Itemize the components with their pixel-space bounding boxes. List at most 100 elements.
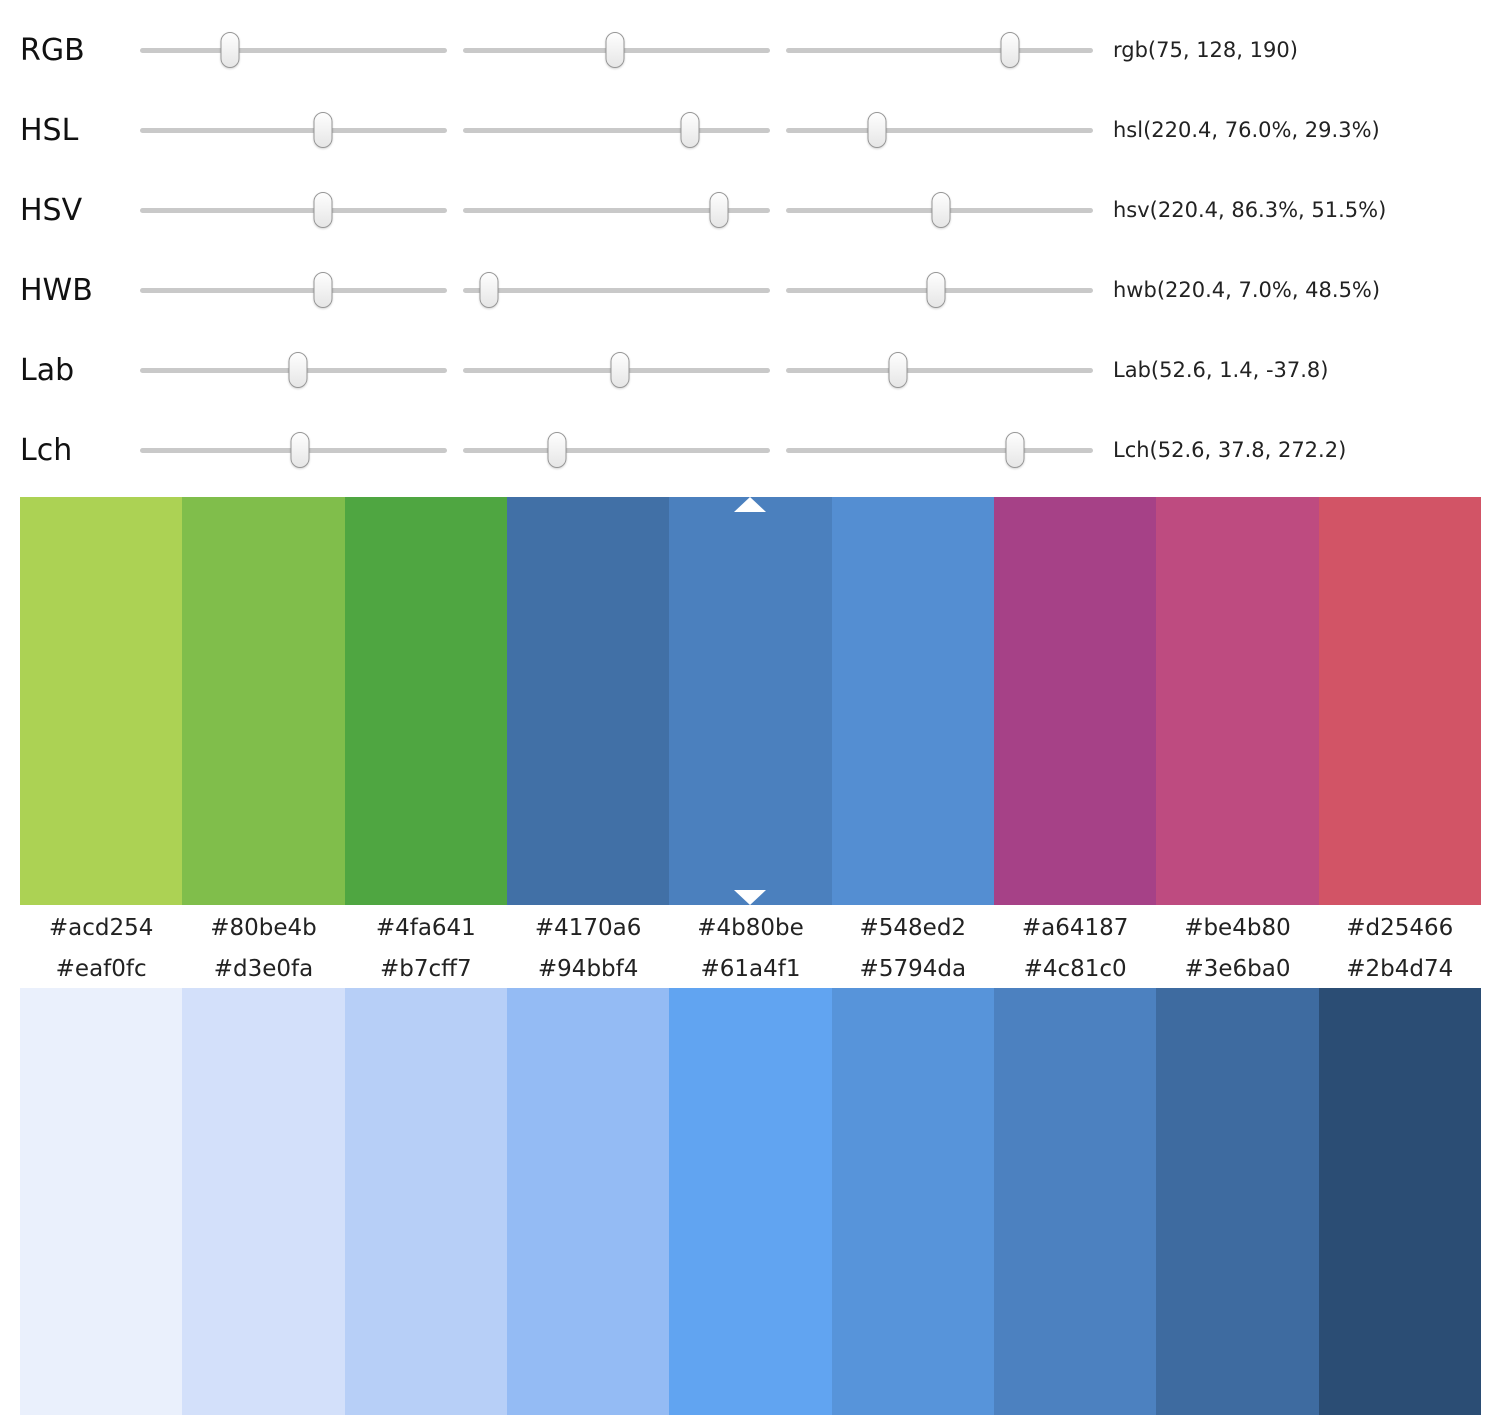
colorspace-label-rgb: RGB bbox=[20, 32, 85, 68]
slider-row-hsl: HSL hsl(220.4, 76.0%, 29.3%) bbox=[20, 90, 1481, 170]
hsv-slider-1[interactable] bbox=[140, 191, 447, 229]
palette-swatch[interactable] bbox=[669, 988, 832, 1415]
hsl-slider-1[interactable] bbox=[140, 111, 447, 149]
palette-swatch-selected[interactable] bbox=[669, 497, 832, 905]
rgb-value-text: rgb(75, 128, 190) bbox=[1113, 38, 1298, 62]
hsl-slider-3[interactable] bbox=[786, 111, 1093, 149]
palette-top-hex-labels: #acd254 #80be4b #4fa641 #4170a6 #4b80be … bbox=[20, 905, 1481, 950]
hex-label: #be4b80 bbox=[1184, 914, 1291, 941]
colorspace-label-lch: Lch bbox=[20, 432, 73, 468]
palette-swatch[interactable] bbox=[20, 497, 183, 905]
hex-label: #2b4d74 bbox=[1346, 956, 1454, 982]
slider-track-line bbox=[140, 208, 447, 213]
lch-value-text: Lch(52.6, 37.8, 272.2) bbox=[1113, 438, 1347, 462]
lab-slider-2[interactable] bbox=[463, 351, 770, 389]
slider-row-lab: Lab Lab(52.6, 1.4, -37.8) bbox=[20, 330, 1481, 410]
lch-slider-3[interactable] bbox=[786, 431, 1093, 469]
lab-slider-3[interactable] bbox=[786, 351, 1093, 389]
hwb-value-text: hwb(220.4, 7.0%, 48.5%) bbox=[1113, 278, 1381, 302]
hex-label: #d3e0fa bbox=[213, 956, 314, 982]
palette-swatch[interactable] bbox=[344, 988, 507, 1415]
palette-swatch[interactable] bbox=[506, 497, 670, 905]
palette-swatch[interactable] bbox=[20, 988, 183, 1415]
palette-swatch[interactable] bbox=[1156, 988, 1319, 1415]
slider-track-line bbox=[140, 128, 447, 133]
slider-thumb[interactable] bbox=[709, 192, 729, 228]
slider-thumb[interactable] bbox=[220, 32, 240, 68]
slider-thumb[interactable] bbox=[931, 192, 951, 228]
colorspace-label-hsl: HSL bbox=[20, 112, 79, 148]
hex-label: #d25466 bbox=[1346, 914, 1454, 941]
hex-label: #548ed2 bbox=[859, 914, 967, 941]
palette-swatch[interactable] bbox=[344, 497, 507, 905]
slider-track-line bbox=[463, 448, 770, 453]
slider-track-line bbox=[786, 48, 1093, 53]
colorspace-label-hsv: HSV bbox=[20, 192, 83, 228]
palette-bottom bbox=[20, 988, 1481, 1415]
slider-thumb[interactable] bbox=[1000, 32, 1020, 68]
slider-row-lch: Lch Lch(52.6, 37.8, 272.2) bbox=[20, 410, 1481, 490]
hsv-value-text: hsv(220.4, 86.3%, 51.5%) bbox=[1113, 198, 1387, 222]
hsv-slider-3[interactable] bbox=[786, 191, 1093, 229]
palette-bottom-hex-labels: #eaf0fc #d3e0fa #b7cff7 #94bbf4 #61a4f1 … bbox=[20, 950, 1481, 988]
hex-label: #80be4b bbox=[210, 914, 317, 941]
hex-label: #b7cff7 bbox=[380, 956, 472, 982]
slider-thumb[interactable] bbox=[313, 272, 333, 308]
color-sliders-panel: RGB rgb(75, 128, 190) HSL hsl(220.4, bbox=[0, 0, 1501, 490]
slider-thumb[interactable] bbox=[680, 112, 700, 148]
palette-top bbox=[20, 497, 1481, 905]
rgb-slider-2[interactable] bbox=[463, 31, 770, 69]
slider-thumb[interactable] bbox=[547, 432, 567, 468]
slider-thumb[interactable] bbox=[479, 272, 499, 308]
lch-slider-2[interactable] bbox=[463, 431, 770, 469]
hex-label: #4b80be bbox=[697, 914, 804, 941]
slider-thumb[interactable] bbox=[610, 352, 630, 388]
slider-track-line bbox=[463, 208, 770, 213]
palette-swatch[interactable] bbox=[831, 497, 994, 905]
slider-thumb[interactable] bbox=[1005, 432, 1025, 468]
hsv-slider-2[interactable] bbox=[463, 191, 770, 229]
slider-thumb[interactable] bbox=[290, 432, 310, 468]
slider-thumb[interactable] bbox=[867, 112, 887, 148]
palette-swatch[interactable] bbox=[506, 988, 670, 1415]
slider-thumb[interactable] bbox=[888, 352, 908, 388]
palette-swatch[interactable] bbox=[1318, 988, 1481, 1415]
slider-thumb[interactable] bbox=[288, 352, 308, 388]
slider-thumb[interactable] bbox=[313, 112, 333, 148]
palette-swatch[interactable] bbox=[831, 988, 994, 1415]
slider-thumb[interactable] bbox=[605, 32, 625, 68]
colorspace-label-hwb: HWB bbox=[20, 272, 93, 308]
slider-track-line bbox=[140, 288, 447, 293]
slider-track-line bbox=[463, 128, 770, 133]
hex-label: #4c81c0 bbox=[1023, 956, 1127, 982]
slider-row-hwb: HWB hwb(220.4, 7.0%, 48.5%) bbox=[20, 250, 1481, 330]
hex-label: #5794da bbox=[859, 956, 967, 982]
hwb-slider-1[interactable] bbox=[140, 271, 447, 309]
slider-track-line bbox=[140, 48, 447, 53]
hsl-slider-2[interactable] bbox=[463, 111, 770, 149]
lch-slider-1[interactable] bbox=[140, 431, 447, 469]
slider-thumb[interactable] bbox=[926, 272, 946, 308]
palette-swatch[interactable] bbox=[182, 497, 345, 905]
lab-slider-1[interactable] bbox=[140, 351, 447, 389]
hex-label: #61a4f1 bbox=[700, 956, 801, 982]
hex-label: #94bbf4 bbox=[537, 956, 639, 982]
palette-swatch[interactable] bbox=[993, 988, 1157, 1415]
palette-swatch[interactable] bbox=[1318, 497, 1481, 905]
slider-row-rgb: RGB rgb(75, 128, 190) bbox=[20, 10, 1481, 90]
rgb-slider-1[interactable] bbox=[140, 31, 447, 69]
selected-marker-up-icon bbox=[734, 497, 767, 512]
slider-row-hsv: HSV hsv(220.4, 86.3%, 51.5%) bbox=[20, 170, 1481, 250]
palette-swatch[interactable] bbox=[993, 497, 1157, 905]
rgb-slider-3[interactable] bbox=[786, 31, 1093, 69]
lab-value-text: Lab(52.6, 1.4, -37.8) bbox=[1113, 358, 1329, 382]
hwb-slider-3[interactable] bbox=[786, 271, 1093, 309]
slider-track-line bbox=[786, 128, 1093, 133]
selected-marker-down-icon bbox=[734, 890, 767, 905]
palette-swatch[interactable] bbox=[182, 988, 345, 1415]
hex-label: #3e6ba0 bbox=[1184, 956, 1291, 982]
hex-label: #4fa641 bbox=[375, 914, 476, 941]
slider-thumb[interactable] bbox=[313, 192, 333, 228]
palette-swatch[interactable] bbox=[1156, 497, 1319, 905]
hwb-slider-2[interactable] bbox=[463, 271, 770, 309]
